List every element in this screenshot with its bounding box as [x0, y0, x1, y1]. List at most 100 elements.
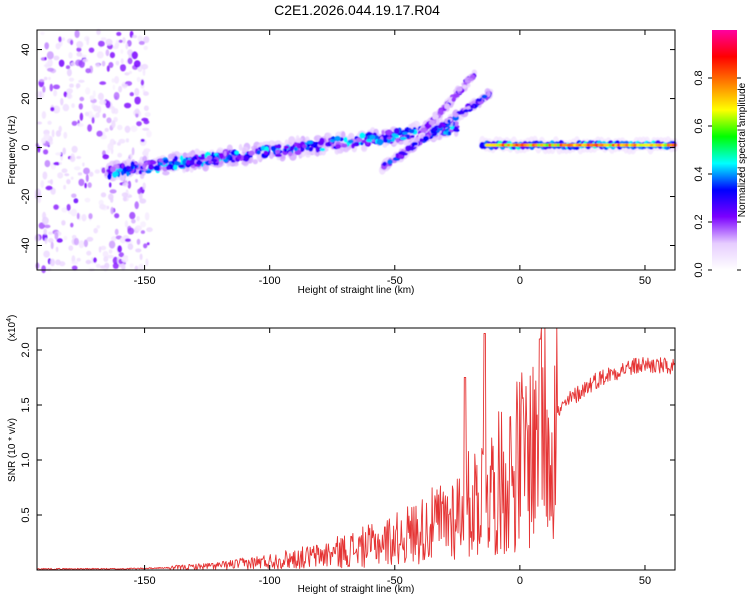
spectrogram-noise-blob — [43, 76, 48, 81]
snr-marks — [36, 327, 675, 571]
spectrogram-noise-blob — [70, 176, 74, 180]
spectrogram-branch-cell — [294, 146, 298, 152]
spectrogram-noise-blob — [115, 39, 120, 45]
spectrogram-upper-branch — [417, 69, 478, 142]
spectrogram-noise-blob — [136, 216, 140, 222]
spectrogram-x-tick-label: -50 — [387, 275, 403, 287]
spectrogram-y-tick-label: 40 — [20, 43, 32, 55]
spectrogram-branch-halo — [271, 141, 276, 146]
spectrogram-noise-blob — [68, 52, 73, 59]
spectrogram-noise-blob — [63, 184, 66, 190]
spectrogram-branch-cell — [179, 155, 184, 162]
spectrogram-branch-cell — [112, 171, 118, 178]
colorbar-tick-label: 0.4 — [693, 166, 705, 181]
snr-x-tick-label: -50 — [387, 575, 403, 587]
colorbar-label: Normalized spectral amplitude — [737, 82, 748, 217]
spectrogram-noise-blob — [47, 67, 54, 72]
spectrogram-noise-blob — [89, 95, 95, 101]
spectrogram-noise-blob — [143, 91, 149, 96]
spectrogram-noise-blob — [39, 90, 42, 99]
spectrogram-branch-cell — [234, 150, 239, 155]
spectrogram-noise-blob — [111, 106, 116, 114]
spectrogram-noise-blob — [85, 174, 89, 183]
spectrogram-noise-blob — [66, 179, 71, 185]
spectrogram-noise-blob — [78, 178, 85, 187]
spectrogram-noise-blob — [143, 105, 149, 111]
spectrogram-noise-blob — [121, 257, 129, 263]
spectrogram-branch-cell — [431, 127, 438, 132]
spectrogram-noise-blob — [110, 197, 114, 203]
spectrogram-branch-cell — [110, 166, 117, 173]
spectrogram-noise-blob — [117, 245, 122, 253]
spectrogram-noise-blob — [77, 172, 83, 176]
spectrogram-noise-blob — [88, 213, 93, 220]
spectrogram-noise-blob — [43, 250, 50, 258]
spectrogram-noise-blob — [96, 51, 104, 59]
spectrogram-noise-blob — [131, 147, 135, 156]
spectrogram-noise-blob — [140, 221, 147, 228]
spectrogram-y-tick-label: 0 — [20, 144, 32, 150]
spectrogram-branch-cell — [447, 119, 451, 124]
spectrogram-noise-blob — [50, 241, 54, 250]
spectrogram-branch-cell — [452, 126, 459, 132]
spectrogram-noise-blob — [62, 103, 70, 112]
spectrogram-noise-blob — [54, 231, 59, 240]
spectrogram-noise-blob — [110, 206, 114, 215]
spectrogram-branch-cell — [211, 158, 218, 163]
spectrogram-branch-cell — [166, 165, 171, 171]
spectrogram-noise-blob — [66, 68, 72, 77]
spectrogram-branch-cell — [419, 138, 424, 143]
spectrogram-lower-branch — [378, 88, 494, 175]
colorbar-ticks: 0.0 0.2 0.4 0.6 0.8 — [693, 70, 741, 278]
spectrogram-noise-blob — [53, 89, 58, 97]
spectrogram-panel: -150 -100 -50 0 50 -40 -20 0 20 40 Height of str… — [7, 29, 679, 296]
spectrogram-branch-cell — [223, 150, 227, 157]
spectrogram-noise-blob — [71, 103, 75, 108]
spectrogram-branch-halo — [295, 135, 300, 144]
spectrogram-noise-blob — [82, 58, 89, 63]
spectrogram-noise-blob — [105, 100, 111, 109]
spectrogram-noise-blob — [129, 211, 136, 220]
spectrogram-branch-cell — [144, 161, 148, 166]
spectrogram-noise-blob — [98, 40, 105, 47]
spectrogram-noise-blob — [89, 171, 94, 177]
spectrogram-branch-cell — [174, 161, 181, 166]
spectrogram-noise-blob — [142, 182, 146, 190]
spectrogram-noise-blob — [70, 222, 74, 228]
spectrogram-branch-cell — [158, 162, 164, 166]
spectrogram-noise-blob — [67, 210, 75, 215]
spectrogram-noise-blob — [121, 83, 128, 87]
snr-y-tick-label: 1.5 — [20, 397, 32, 412]
spectrogram-branch-cell — [196, 160, 203, 165]
spectrogram-noise-blob — [61, 168, 68, 173]
spectrogram-noise-blob — [79, 96, 85, 102]
spectrogram-noise-blob — [71, 120, 78, 126]
spectrogram-branch-cell — [200, 153, 206, 157]
spectrogram-noise-blob — [103, 256, 109, 262]
spectrogram-noise-blob — [130, 125, 138, 133]
snr-frame — [36, 327, 676, 571]
spectrogram-noise-blob — [76, 51, 83, 57]
spectrogram-branch-halo — [252, 159, 258, 165]
spectrogram-branch-cell — [395, 153, 399, 159]
spectrogram-noise-blob — [122, 196, 127, 202]
spectrogram-x-tick-label: 50 — [639, 275, 651, 287]
spectrogram-branch-cell — [441, 123, 446, 127]
spectrogram-noise-blob — [118, 85, 123, 93]
spectrogram-noise-blob — [94, 169, 101, 174]
spectrogram-noise-blob — [66, 93, 72, 99]
spectrogram-noise-blob — [44, 160, 51, 168]
spectrogram-branch-cell — [386, 136, 392, 140]
spectrogram-noise-blob — [127, 57, 133, 65]
spectrogram-noise-blob — [61, 207, 68, 213]
spectrogram-noise-blob — [121, 192, 129, 198]
spectrogram-noise-blob — [117, 152, 123, 158]
spectrogram-noise-blob — [47, 58, 53, 67]
spectrogram-branch-cell — [276, 144, 282, 149]
spectrogram-branch-cell — [352, 142, 358, 147]
spectrogram-branch-cell — [243, 155, 250, 162]
spectrogram-noise-blob — [46, 51, 54, 60]
spectrogram-noise-blob — [97, 105, 102, 114]
spectrogram-noise-blob — [134, 96, 141, 105]
spectrogram-branch-cell — [173, 164, 178, 171]
